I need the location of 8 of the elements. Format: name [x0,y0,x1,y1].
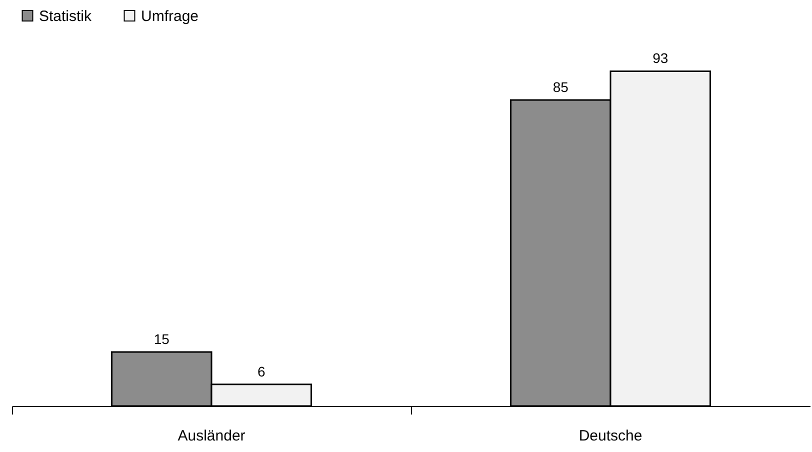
legend-label: Statistik [39,8,92,25]
legend-label: Umfrage [141,8,199,25]
data-label: 93 [652,50,668,66]
data-label: 85 [552,79,569,95]
data-label: 15 [154,331,170,347]
x-tick-label: Ausländer [178,428,246,444]
x-tick-label: Deutsche [578,428,642,444]
data-label: 6 [257,363,266,380]
